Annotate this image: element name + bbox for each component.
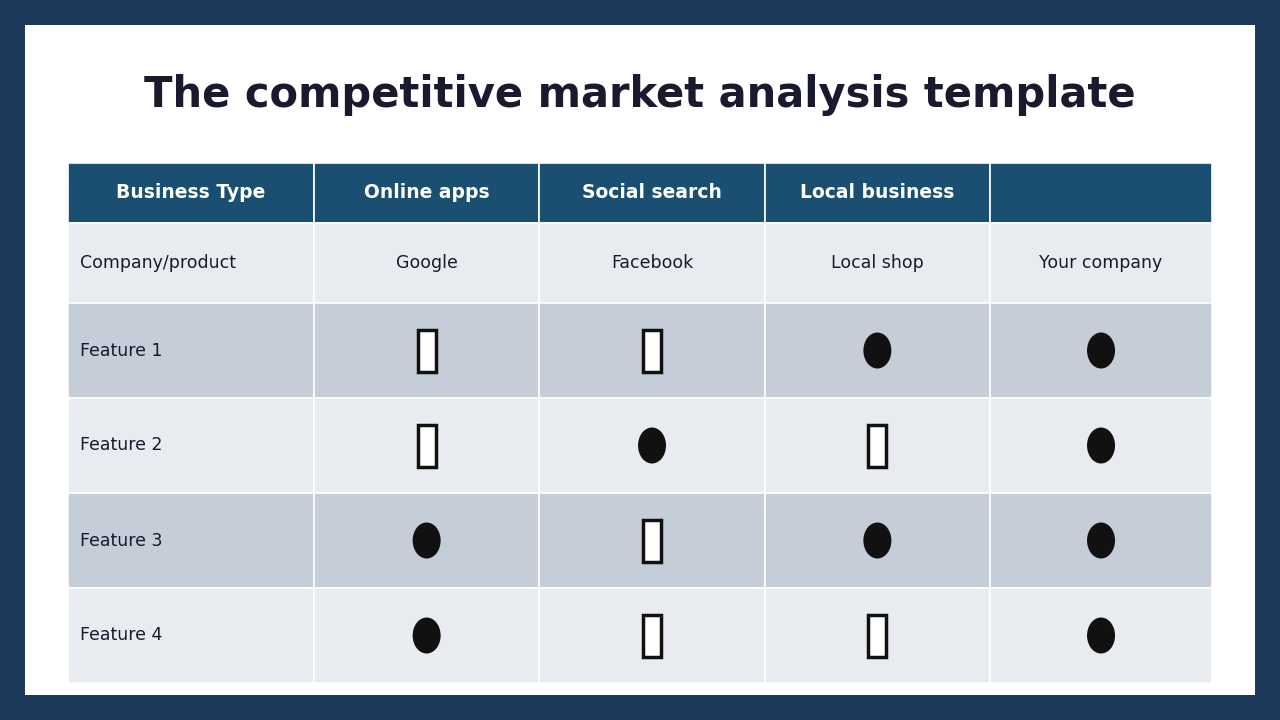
- Ellipse shape: [1087, 618, 1115, 654]
- Text: Company/product: Company/product: [79, 254, 236, 272]
- Bar: [314, 588, 539, 683]
- Bar: [539, 493, 764, 588]
- Bar: [68, 588, 314, 683]
- Bar: [314, 303, 539, 398]
- Text: Social search: Social search: [582, 184, 722, 202]
- Bar: [314, 223, 539, 303]
- Bar: [989, 303, 1212, 398]
- Bar: [764, 588, 989, 683]
- Bar: [989, 398, 1212, 493]
- Text: Facebook: Facebook: [611, 254, 694, 272]
- Bar: [764, 303, 989, 398]
- Bar: [539, 163, 764, 223]
- Bar: [68, 493, 314, 588]
- Bar: [314, 398, 539, 493]
- Ellipse shape: [1087, 523, 1115, 559]
- Text: Online apps: Online apps: [364, 184, 489, 202]
- Bar: [868, 425, 886, 467]
- Bar: [0, 695, 1280, 720]
- Bar: [989, 493, 1212, 588]
- Bar: [0, 0, 26, 720]
- Bar: [764, 398, 989, 493]
- Bar: [68, 303, 314, 398]
- Bar: [68, 163, 314, 223]
- Bar: [643, 330, 660, 372]
- Bar: [989, 588, 1212, 683]
- Ellipse shape: [864, 333, 891, 369]
- Bar: [1254, 0, 1280, 720]
- Text: Google: Google: [396, 254, 457, 272]
- Text: Feature 3: Feature 3: [79, 531, 163, 549]
- Bar: [989, 223, 1212, 303]
- Text: Business Type: Business Type: [116, 184, 266, 202]
- Text: Local shop: Local shop: [831, 254, 924, 272]
- Bar: [0, 0, 1280, 25]
- Text: Local business: Local business: [800, 184, 955, 202]
- Bar: [539, 398, 764, 493]
- Ellipse shape: [412, 523, 440, 559]
- Bar: [539, 588, 764, 683]
- Bar: [417, 425, 435, 467]
- Bar: [539, 223, 764, 303]
- Bar: [764, 223, 989, 303]
- Bar: [764, 493, 989, 588]
- Bar: [868, 614, 886, 657]
- Bar: [989, 163, 1212, 223]
- Bar: [314, 163, 539, 223]
- Text: Your company: Your company: [1039, 254, 1162, 272]
- Bar: [417, 330, 435, 372]
- Bar: [68, 223, 314, 303]
- Text: Feature 4: Feature 4: [79, 626, 163, 644]
- Text: The competitive market analysis template: The competitive market analysis template: [145, 74, 1135, 116]
- Ellipse shape: [637, 428, 666, 464]
- Ellipse shape: [864, 523, 891, 559]
- Bar: [643, 520, 660, 562]
- Text: Feature 2: Feature 2: [79, 436, 163, 454]
- Bar: [643, 614, 660, 657]
- Bar: [539, 303, 764, 398]
- Ellipse shape: [412, 618, 440, 654]
- Bar: [314, 493, 539, 588]
- Text: Feature 1: Feature 1: [79, 341, 163, 359]
- Ellipse shape: [1087, 428, 1115, 464]
- Bar: [68, 398, 314, 493]
- Ellipse shape: [1087, 333, 1115, 369]
- Bar: [764, 163, 989, 223]
